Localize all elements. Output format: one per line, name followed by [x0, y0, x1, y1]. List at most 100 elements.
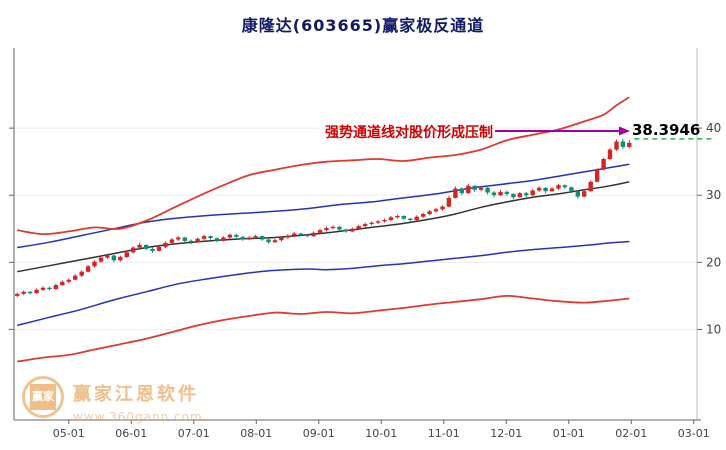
candle-body — [272, 240, 278, 243]
candle-body — [195, 238, 200, 243]
candle-body — [511, 193, 516, 198]
candle-body — [446, 197, 452, 207]
candle-body — [34, 289, 39, 294]
candle-body — [601, 159, 606, 170]
candle-body — [504, 191, 510, 194]
candle-body — [395, 216, 400, 218]
candle-body — [85, 266, 91, 272]
candle-body — [459, 188, 464, 194]
watermark-text: 赢家江恩软件 www.360gann.com — [73, 376, 203, 424]
candle-body — [163, 242, 168, 247]
candle-body — [150, 248, 155, 251]
candle-body — [60, 281, 65, 286]
x-tick-label: 06-01 — [115, 427, 147, 440]
candle-body — [221, 237, 226, 241]
candle-body — [549, 188, 555, 192]
candle-body — [201, 236, 207, 239]
watermark-brand: 赢家江恩软件 — [73, 384, 199, 405]
candle-body — [53, 285, 59, 290]
candle-body — [440, 206, 445, 210]
watermark-url: www.360gann.com — [73, 410, 203, 424]
brand-logo-icon: 赢家 — [22, 376, 64, 418]
candle-body — [124, 252, 129, 257]
candle-body — [356, 226, 361, 229]
candle-body — [98, 257, 104, 262]
candle-body — [21, 291, 26, 294]
x-tick-label: 09-01 — [303, 427, 335, 440]
candle-body — [305, 234, 310, 237]
candle-body — [330, 226, 336, 229]
chart-title: 康隆达(603665)赢家极反通道 — [241, 16, 485, 35]
candle-body — [530, 190, 535, 196]
candle-body — [266, 239, 271, 243]
channel-line-upper_inner — [17, 163, 630, 249]
candle-body — [143, 244, 149, 249]
candle-body — [279, 237, 284, 241]
channel-line-lower_outer — [17, 294, 630, 363]
candle-body — [453, 188, 458, 198]
candle-body — [79, 271, 84, 276]
candle-body — [485, 187, 490, 193]
candle-body — [363, 224, 368, 227]
annotation-text: 强势通道线对股价形成压制 — [325, 125, 493, 141]
candle-body — [247, 237, 252, 240]
x-tick-label: 11-01 — [428, 427, 460, 440]
candle-body — [401, 216, 406, 219]
candle-body — [66, 279, 71, 282]
candle-body — [111, 255, 117, 261]
candle-body — [240, 236, 245, 240]
candle-body — [214, 238, 220, 241]
resistance-price-label: 38.3946 — [632, 121, 701, 139]
candle-body — [498, 191, 503, 196]
candle-body — [524, 193, 529, 196]
candle-body — [324, 228, 329, 231]
candle-body — [105, 255, 110, 258]
candle-body — [421, 214, 426, 217]
candle-body — [620, 141, 626, 147]
x-tick-label: 03-01 — [678, 427, 710, 440]
candle-body — [343, 229, 348, 232]
candle-body — [562, 185, 568, 188]
candle-body — [575, 191, 580, 197]
candle-body — [189, 240, 194, 243]
x-tick-label: 02-01 — [615, 427, 647, 440]
candle-body — [466, 185, 471, 194]
candle-body — [556, 185, 561, 189]
x-tick-label: 01-01 — [553, 427, 585, 440]
candle-body — [388, 217, 394, 221]
channel-line-lower_inner — [17, 240, 630, 327]
candle-body — [594, 169, 600, 182]
candle-body — [408, 218, 413, 220]
y-tick-label: 40 — [706, 121, 721, 135]
candle-body — [375, 221, 381, 223]
candle-body — [588, 181, 593, 192]
candle-body — [607, 149, 613, 159]
candle-body — [382, 220, 387, 222]
candle-body — [131, 247, 136, 253]
candle-body — [414, 216, 419, 221]
candle-body — [27, 291, 33, 294]
candle-body — [92, 261, 97, 267]
y-tick-label: 20 — [706, 255, 721, 269]
candle-body — [169, 239, 175, 243]
candle-body — [614, 141, 619, 150]
candle-body — [433, 209, 439, 212]
candle-body — [137, 244, 142, 248]
candle-body — [337, 226, 342, 230]
candle-body — [208, 236, 213, 239]
candle-body — [40, 287, 46, 290]
candle-body — [47, 287, 52, 290]
candle-body — [427, 211, 432, 214]
candle-body — [478, 187, 484, 190]
candle-body — [517, 193, 522, 198]
brand-logo-text: 赢家 — [30, 384, 56, 410]
candle-body — [73, 275, 78, 280]
candle-body — [176, 237, 181, 240]
candle-body — [369, 222, 374, 224]
channel-line-middle — [17, 181, 630, 273]
candle-body — [259, 236, 265, 240]
candle-body — [156, 246, 162, 251]
candle-body — [472, 185, 477, 190]
